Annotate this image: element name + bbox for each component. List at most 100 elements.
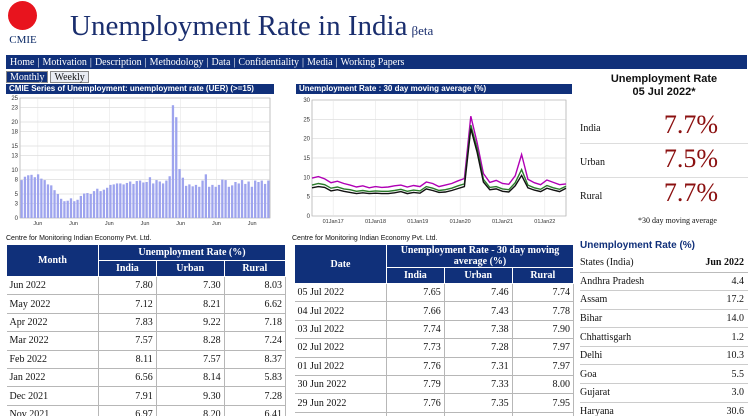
x-tick-label: Jun xyxy=(176,221,185,227)
monthly-value-cell: 6.56 xyxy=(98,368,157,388)
summary-urban-label: Urban xyxy=(580,157,605,168)
bar xyxy=(99,191,102,218)
monthly-value-cell: 7.80 xyxy=(98,276,157,296)
y-tick-label: 0 xyxy=(15,216,19,222)
y-tick-label: 20 xyxy=(303,137,310,143)
state-value: 1.2 xyxy=(680,327,748,347)
col-urban: Urban xyxy=(155,260,225,277)
daily-label-cell: 01 Jul 2022 xyxy=(294,357,387,376)
summary-heading-date: 05 Jul 2022* xyxy=(632,86,696,98)
nav-separator: | xyxy=(37,56,40,68)
nav-confidentiality[interactable]: Confidentiality xyxy=(238,56,299,68)
monthly-value-cell: 9.22 xyxy=(156,313,225,333)
monthly-value-cell: 7.28 xyxy=(224,386,287,406)
bar xyxy=(244,183,247,218)
y-tick-label: 30 xyxy=(303,98,310,104)
daily-value-cell: 7.73 xyxy=(386,338,445,358)
monthly-value-cell: 7.12 xyxy=(98,294,157,314)
bar xyxy=(188,184,191,218)
bar xyxy=(76,199,79,218)
state-name: Haryana xyxy=(580,402,681,416)
monthly-label-cell: Dec 2021 xyxy=(6,386,99,406)
monthly-label-cell: Feb 2022 xyxy=(6,350,99,369)
bar xyxy=(122,184,125,218)
monthly-label-cell: Apr 2022 xyxy=(6,313,99,333)
col-india: India xyxy=(386,267,445,284)
x-tick-label: Jun xyxy=(248,221,257,227)
bar xyxy=(33,177,36,218)
monthly-value-cell: 7.30 xyxy=(156,276,225,296)
moving-average-note: *30 day moving average xyxy=(638,216,717,225)
cmie-logo[interactable]: CMIE xyxy=(3,1,41,47)
nav-description[interactable]: Description xyxy=(94,56,142,68)
y-tick-label: 23 xyxy=(11,106,18,112)
bar xyxy=(59,198,63,218)
daily-value-cell: 7.43 xyxy=(444,301,513,321)
x-tick-label: Jun xyxy=(141,221,150,227)
state-value: 3.0 xyxy=(680,383,748,403)
bar xyxy=(115,183,119,218)
bar xyxy=(234,182,237,218)
daily-value-cell: 7.79 xyxy=(386,375,445,395)
bar xyxy=(224,180,227,218)
nav-motivation[interactable]: Motivation xyxy=(42,56,87,68)
daily-value-cell: 7.95 xyxy=(512,393,575,413)
daily-value-cell: 7.97 xyxy=(512,338,575,358)
bar xyxy=(211,184,214,218)
states-table: States (India) Jun 2022 Andhra Pradesh 4.… xyxy=(580,254,748,416)
nav-working-papers[interactable]: Working Papers xyxy=(340,56,405,68)
monthly-label-cell: Jun 2022 xyxy=(6,276,99,296)
col-group-ma: Unemployment Rate - 30 day moving averag… xyxy=(386,244,574,268)
daily-label-cell: 04 Jul 2022 xyxy=(294,301,387,321)
bar xyxy=(217,184,221,218)
nav-home[interactable]: Home xyxy=(10,56,35,68)
y-tick-label: 13 xyxy=(11,154,18,160)
col-state: States (India) xyxy=(580,254,681,273)
monthly-value-cell: 5.83 xyxy=(224,368,287,388)
bar xyxy=(73,201,76,218)
bar xyxy=(20,180,23,218)
bar xyxy=(155,180,158,218)
summary-rural: Rural 7.7% xyxy=(580,178,748,212)
daily-row: 04 Jul 2022 7.66 7.43 7.78 xyxy=(294,301,575,321)
nav-media[interactable]: Media xyxy=(306,56,333,68)
monthly-value-cell: 8.11 xyxy=(98,350,157,369)
bar xyxy=(194,184,198,218)
bar xyxy=(96,188,99,218)
col-rural: Rural xyxy=(223,260,287,277)
bar xyxy=(231,185,234,218)
nav-data[interactable]: Data xyxy=(211,56,231,68)
x-tick-label: Jun xyxy=(33,221,42,227)
x-tick-label: 01Jan19 xyxy=(407,219,428,225)
state-row: Goa 5.5 xyxy=(580,364,748,385)
bar xyxy=(260,180,263,218)
bar xyxy=(135,181,138,218)
bar xyxy=(247,181,250,218)
summary-urban: Urban 7.5% xyxy=(580,144,748,178)
bar xyxy=(50,185,53,218)
bar xyxy=(66,200,69,218)
state-row: Delhi 10.3 xyxy=(580,346,748,366)
chart-ma-title: Unemployment Rate : 30 day moving averag… xyxy=(296,84,572,94)
monthly-row: Nov 2021 6.97 8.20 6.41 xyxy=(6,405,287,416)
tab-monthly[interactable]: Monthly xyxy=(6,71,49,83)
monthly-table: Month Unemployment Rate (%) India Urban … xyxy=(6,244,287,416)
tab-weekly[interactable]: Weekly xyxy=(50,71,89,83)
bar xyxy=(250,186,254,218)
bar xyxy=(171,105,175,218)
daily-label-cell: 02 Jul 2022 xyxy=(294,338,387,358)
daily-value-cell: 7.28 xyxy=(444,338,513,358)
col-date: Date xyxy=(294,244,387,284)
bar xyxy=(237,183,240,218)
x-tick-label: Jun xyxy=(212,221,221,227)
series-line-india xyxy=(311,124,567,193)
x-tick-label: 01Jan20 xyxy=(450,219,471,225)
y-tick-label: 0 xyxy=(307,214,311,220)
state-name: Andhra Pradesh xyxy=(580,272,681,292)
x-tick-label: 01Jan21 xyxy=(492,219,513,225)
nav-methodology[interactable]: Methodology xyxy=(149,56,204,68)
bar xyxy=(267,180,270,218)
main-nav: Home | Motivation | Description | Methodology |… xyxy=(6,55,747,69)
x-tick-label: 01Jan17 xyxy=(323,219,344,225)
nav-separator: | xyxy=(144,56,147,68)
